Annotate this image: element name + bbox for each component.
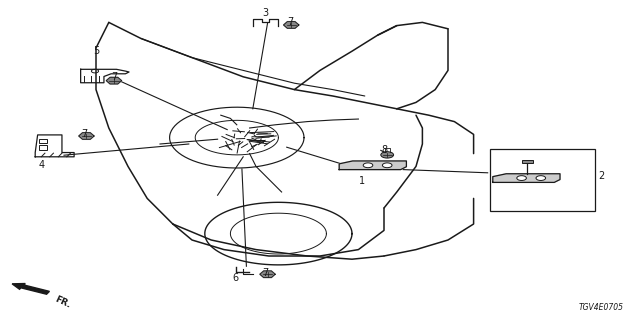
Polygon shape	[260, 271, 275, 277]
FancyArrow shape	[12, 284, 49, 294]
Text: 7: 7	[81, 129, 88, 140]
Circle shape	[364, 163, 373, 168]
Text: 5: 5	[93, 46, 99, 56]
Polygon shape	[493, 174, 560, 182]
Bar	[522, 160, 533, 163]
Text: 2: 2	[598, 171, 605, 181]
Text: FR.: FR.	[53, 294, 72, 309]
Polygon shape	[106, 77, 122, 84]
Text: 8: 8	[381, 145, 387, 156]
Text: 4: 4	[38, 160, 45, 170]
Circle shape	[517, 176, 526, 180]
Bar	[490, 149, 595, 211]
Text: 7: 7	[287, 17, 293, 28]
Bar	[39, 139, 47, 143]
Bar	[39, 145, 47, 149]
Circle shape	[536, 176, 545, 180]
Text: TGV4E0705: TGV4E0705	[579, 303, 624, 312]
Text: 3: 3	[262, 8, 269, 18]
Text: 1: 1	[358, 176, 365, 186]
Text: 7: 7	[111, 72, 117, 82]
Circle shape	[383, 163, 392, 168]
Text: 7: 7	[262, 268, 269, 278]
Polygon shape	[79, 133, 94, 139]
Text: 6: 6	[232, 273, 239, 284]
Polygon shape	[339, 161, 406, 170]
Circle shape	[381, 152, 394, 158]
Polygon shape	[284, 22, 299, 28]
